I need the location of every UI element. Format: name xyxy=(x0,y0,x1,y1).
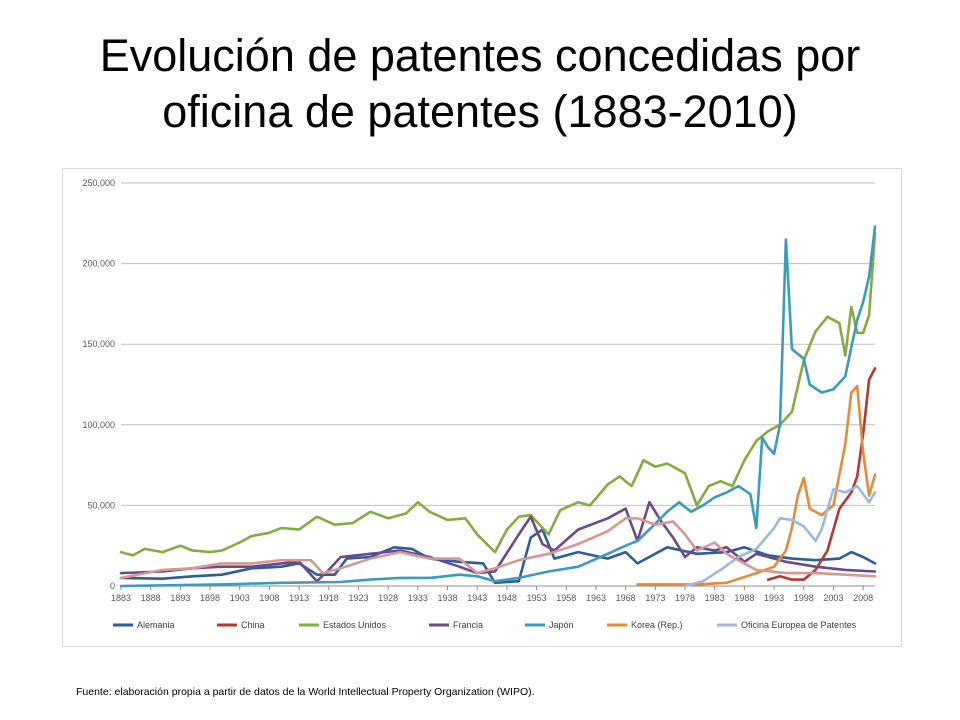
series-line-francia xyxy=(119,500,877,583)
y-tick-label: 50,000 xyxy=(87,500,115,510)
x-tick-label: 1933 xyxy=(408,593,428,603)
x-tick-label: 1948 xyxy=(497,593,517,603)
legend-item: Francia xyxy=(429,620,483,630)
x-tick-label: 1983 xyxy=(705,593,725,603)
series-line-jap-n xyxy=(119,225,877,588)
source-note: Fuente: elaboración propia a partir de d… xyxy=(76,686,535,698)
x-tick-label: 1943 xyxy=(467,593,487,603)
legend-item: Alemania xyxy=(113,620,175,630)
legend-item: Korea (Rep.) xyxy=(607,620,683,630)
x-tick-label: 1938 xyxy=(438,593,458,603)
x-tick-label: 1993 xyxy=(764,593,784,603)
series-line-oficina-europea-de-patentes xyxy=(683,484,877,588)
legend-label: Oficina Europea de Patentes xyxy=(741,620,857,630)
x-tick-label: 1963 xyxy=(586,593,606,603)
series-line-china xyxy=(766,367,877,581)
x-tick-label: 1973 xyxy=(645,593,665,603)
x-tick-label: 1893 xyxy=(170,593,190,603)
legend-item: Japón xyxy=(525,620,574,630)
y-tick-label: 250,000 xyxy=(82,178,115,188)
x-tick-label: 2008 xyxy=(853,593,873,603)
legend-item: Estados Unidos xyxy=(299,620,387,630)
page-title: Evolución de patentes concedidas por ofi… xyxy=(99,30,861,137)
x-tick-label: 1958 xyxy=(556,593,576,603)
legend-item: Oficina Europea de Patentes xyxy=(717,620,857,630)
chart-canvas: 0 50,000 100,000 150,000 200,000 250,000 1883… xyxy=(82,178,877,630)
y-tick-label: 200,000 xyxy=(82,259,115,269)
legend: Alemania China Estados Unidos Francia Japón K… xyxy=(113,620,857,630)
x-tick-label: 1883 xyxy=(111,593,131,603)
x-tick-label: 1998 xyxy=(794,593,814,603)
x-tick-label: 1953 xyxy=(527,593,547,603)
x-tick-label: 1923 xyxy=(348,593,368,603)
x-tick-label: 2003 xyxy=(823,593,843,603)
x-tick-label: 1968 xyxy=(616,593,636,603)
legend-label: China xyxy=(241,620,265,630)
x-tick-label: 1988 xyxy=(734,593,754,603)
series-line-reino-unido xyxy=(119,517,877,580)
series-line-estados-unidos xyxy=(119,231,877,557)
series-lines xyxy=(119,225,877,588)
legend-label: Francia xyxy=(453,620,483,630)
x-tick-label: 1913 xyxy=(289,593,309,603)
legend-label: Korea (Rep.) xyxy=(631,620,683,630)
legend-label: Alemania xyxy=(137,620,175,630)
legend-label: Estados Unidos xyxy=(323,620,387,630)
legend-item: China xyxy=(217,620,265,630)
legend-label: Japón xyxy=(549,620,574,630)
y-axis: 0 50,000 100,000 150,000 200,000 250,000 xyxy=(82,178,115,591)
x-tick-label: 1918 xyxy=(319,593,339,603)
x-tick-label: 1928 xyxy=(378,593,398,603)
x-tick-label: 1888 xyxy=(141,593,161,603)
x-tick-label: 1908 xyxy=(259,593,279,603)
x-axis: 1883 1888 1893 1898 1903 1908 1913 1918 1923 1928… xyxy=(111,586,873,603)
x-tick-label: 1978 xyxy=(675,593,695,603)
y-tick-label: 150,000 xyxy=(82,339,115,349)
x-tick-label: 1898 xyxy=(200,593,220,603)
y-tick-label: 100,000 xyxy=(82,420,115,430)
patents-chart: 0 50,000 100,000 150,000 200,000 250,000 1883… xyxy=(62,168,902,647)
y-tick-label: 0 xyxy=(110,581,115,591)
x-tick-label: 1903 xyxy=(230,593,250,603)
series-line-korea-rep- xyxy=(636,384,877,586)
grid-lines xyxy=(121,182,875,587)
